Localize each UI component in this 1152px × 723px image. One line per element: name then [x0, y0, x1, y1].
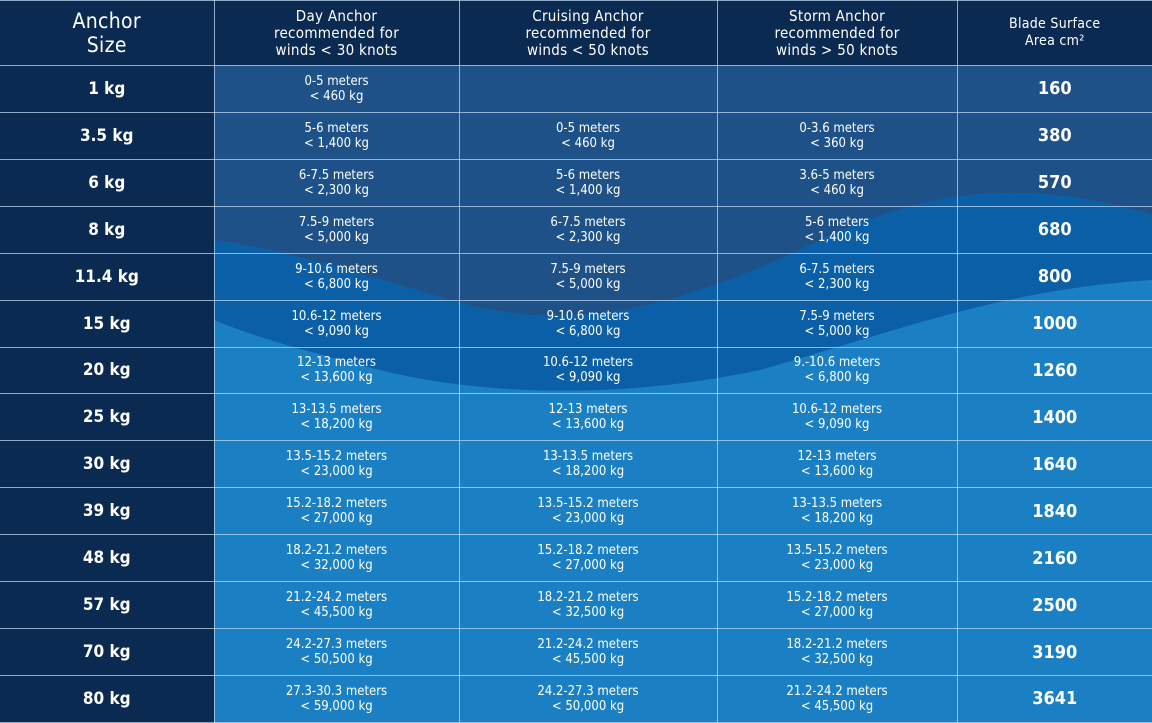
anchor-size-cell: 39 kg: [0, 487, 215, 536]
cruising-anchor-cell: 9-10.6 meters < 6,800 kg: [458, 299, 718, 348]
anchor-size-cell: 80 kg: [0, 674, 215, 723]
cruising-anchor-cell: 6-7.5 meters < 2,300 kg: [458, 205, 718, 254]
day-anchor-cell: 15.2-18.2 meters < 27,000 kg: [213, 487, 460, 536]
header-anchor-size: Anchor Size: [0, 0, 215, 66]
storm-anchor-cell: 5-6 meters < 1,400 kg: [716, 205, 958, 254]
header-cruising-anchor: Cruising Anchor recommended for winds < 50…: [458, 0, 718, 66]
blade-area-cell: 1400: [956, 393, 1152, 442]
day-anchor-cell: 13-13.5 meters < 18,200 kg: [213, 393, 460, 442]
table-row: 1 kg 0-5 meters < 460 kg 160: [0, 65, 1152, 113]
table-row: 80 kg 27.3-30.3 meters < 59,000 kg 24.2-27.…: [0, 674, 1152, 723]
cruising-anchor-cell: 13.5-15.2 meters < 23,000 kg: [458, 487, 718, 536]
cruising-anchor-cell: 0-5 meters < 460 kg: [458, 111, 718, 160]
cruising-anchor-cell: 18.2-21.2 meters < 32,500 kg: [458, 581, 718, 630]
header-blade-surface: Blade Surface Area cm²: [956, 0, 1152, 66]
anchor-size-cell: 20 kg: [0, 346, 215, 395]
cruising-anchor-cell: 13-13.5 meters < 18,200 kg: [458, 440, 718, 489]
anchor-size-cell: 1 kg: [0, 65, 215, 113]
anchor-size-cell: 6 kg: [0, 158, 215, 207]
storm-anchor-cell: 9.-10.6 meters < 6,800 kg: [716, 346, 958, 395]
blade-area-cell: 1840: [956, 487, 1152, 536]
storm-anchor-cell: 7.5-9 meters < 5,000 kg: [716, 299, 958, 348]
anchor-size-cell: 57 kg: [0, 581, 215, 630]
header-storm-anchor: Storm Anchor recommended for winds > 50 kn…: [716, 0, 958, 66]
storm-anchor-cell: 13.5-15.2 meters < 23,000 kg: [716, 534, 958, 583]
cruising-anchor-cell: 10.6-12 meters < 9,090 kg: [458, 346, 718, 395]
storm-anchor-cell: 10.6-12 meters < 9,090 kg: [716, 393, 958, 442]
blade-area-cell: 680: [956, 205, 1152, 254]
anchor-size-cell: 70 kg: [0, 628, 215, 676]
day-anchor-cell: 10.6-12 meters < 9,090 kg: [213, 299, 460, 348]
cruising-anchor-cell: 12-13 meters < 13,600 kg: [458, 393, 718, 442]
anchor-size-cell: 30 kg: [0, 440, 215, 489]
blade-area-cell: 1640: [956, 440, 1152, 489]
table-row: 30 kg 13.5-15.2 meters < 23,000 kg 13-13.5 …: [0, 440, 1152, 489]
table-row: 48 kg 18.2-21.2 meters < 32,000 kg 15.2-18.…: [0, 534, 1152, 583]
anchor-size-cell: 25 kg: [0, 393, 215, 442]
day-anchor-cell: 18.2-21.2 meters < 32,000 kg: [213, 534, 460, 583]
day-anchor-cell: 21.2-24.2 meters < 45,500 kg: [213, 581, 460, 630]
cruising-anchor-cell: 5-6 meters < 1,400 kg: [458, 158, 718, 207]
blade-area-cell: 1260: [956, 346, 1152, 395]
day-anchor-cell: 6-7.5 meters < 2,300 kg: [213, 158, 460, 207]
day-anchor-cell: 5-6 meters < 1,400 kg: [213, 111, 460, 160]
day-anchor-cell: 24.2-27.3 meters < 50,500 kg: [213, 628, 460, 676]
blade-area-cell: 800: [956, 252, 1152, 301]
header-day-anchor: Day Anchor recommended for winds < 30 knot…: [213, 0, 460, 66]
table-row: 70 kg 24.2-27.3 meters < 50,500 kg 21.2-24.…: [0, 628, 1152, 676]
table-row: 8 kg 7.5-9 meters < 5,000 kg 6-7.5 meters < …: [0, 205, 1152, 254]
anchor-size-cell: 48 kg: [0, 534, 215, 583]
blade-area-cell: 1000: [956, 299, 1152, 348]
blade-area-cell: 570: [956, 158, 1152, 207]
cruising-anchor-cell: 15.2-18.2 meters < 27,000 kg: [458, 534, 718, 583]
header-row: Anchor Size Day Anchor recommended for wind…: [0, 0, 1152, 66]
blade-area-cell: 2500: [956, 581, 1152, 630]
table-row: 20 kg 12-13 meters < 13,600 kg 10.6-12 mete…: [0, 346, 1152, 395]
cruising-anchor-cell: 21.2-24.2 meters < 45,500 kg: [458, 628, 718, 676]
storm-anchor-cell: 15.2-18.2 meters < 27,000 kg: [716, 581, 958, 630]
blade-area-cell: 2160: [956, 534, 1152, 583]
storm-anchor-cell: 0-3.6 meters < 360 kg: [716, 111, 958, 160]
anchor-size-cell: 3.5 kg: [0, 111, 215, 160]
table-row: 11.4 kg 9-10.6 meters < 6,800 kg 7.5-9 mete…: [0, 252, 1152, 301]
table-row: 15 kg 10.6-12 meters < 9,090 kg 9-10.6 mete…: [0, 299, 1152, 348]
cruising-anchor-cell: [458, 65, 718, 113]
blade-area-cell: 380: [956, 111, 1152, 160]
storm-anchor-cell: 18.2-21.2 meters < 32,500 kg: [716, 628, 958, 676]
blade-area-cell: 3190: [956, 628, 1152, 676]
anchor-size-cell: 8 kg: [0, 205, 215, 254]
day-anchor-cell: 27.3-30.3 meters < 59,000 kg: [213, 674, 460, 723]
blade-area-cell: 160: [956, 65, 1152, 113]
storm-anchor-cell: 3.6-5 meters < 460 kg: [716, 158, 958, 207]
table-row: 3.5 kg 5-6 meters < 1,400 kg 0-5 meters < 46…: [0, 111, 1152, 160]
blade-area-cell: 3641: [956, 674, 1152, 723]
day-anchor-cell: 13.5-15.2 meters < 23,000 kg: [213, 440, 460, 489]
cruising-anchor-cell: 24.2-27.3 meters < 50,000 kg: [458, 674, 718, 723]
cruising-anchor-cell: 7.5-9 meters < 5,000 kg: [458, 252, 718, 301]
day-anchor-cell: 12-13 meters < 13,600 kg: [213, 346, 460, 395]
day-anchor-cell: 7.5-9 meters < 5,000 kg: [213, 205, 460, 254]
storm-anchor-cell: 13-13.5 meters < 18,200 kg: [716, 487, 958, 536]
anchor-size-cell: 11.4 kg: [0, 252, 215, 301]
storm-anchor-cell: 6-7.5 meters < 2,300 kg: [716, 252, 958, 301]
table-row: 57 kg 21.2-24.2 meters < 45,500 kg 18.2-21.…: [0, 581, 1152, 630]
storm-anchor-cell: 21.2-24.2 meters < 45,500 kg: [716, 674, 958, 723]
day-anchor-cell: 0-5 meters < 460 kg: [213, 65, 460, 113]
table-row: 39 kg 15.2-18.2 meters < 27,000 kg 13.5-15.…: [0, 487, 1152, 536]
table-row: 25 kg 13-13.5 meters < 18,200 kg 12-13 mete…: [0, 393, 1152, 442]
table-row: 6 kg 6-7.5 meters < 2,300 kg 5-6 meters < 1,…: [0, 158, 1152, 207]
anchor-size-cell: 15 kg: [0, 299, 215, 348]
day-anchor-cell: 9-10.6 meters < 6,800 kg: [213, 252, 460, 301]
storm-anchor-cell: [716, 65, 958, 113]
storm-anchor-cell: 12-13 meters < 13,600 kg: [716, 440, 958, 489]
